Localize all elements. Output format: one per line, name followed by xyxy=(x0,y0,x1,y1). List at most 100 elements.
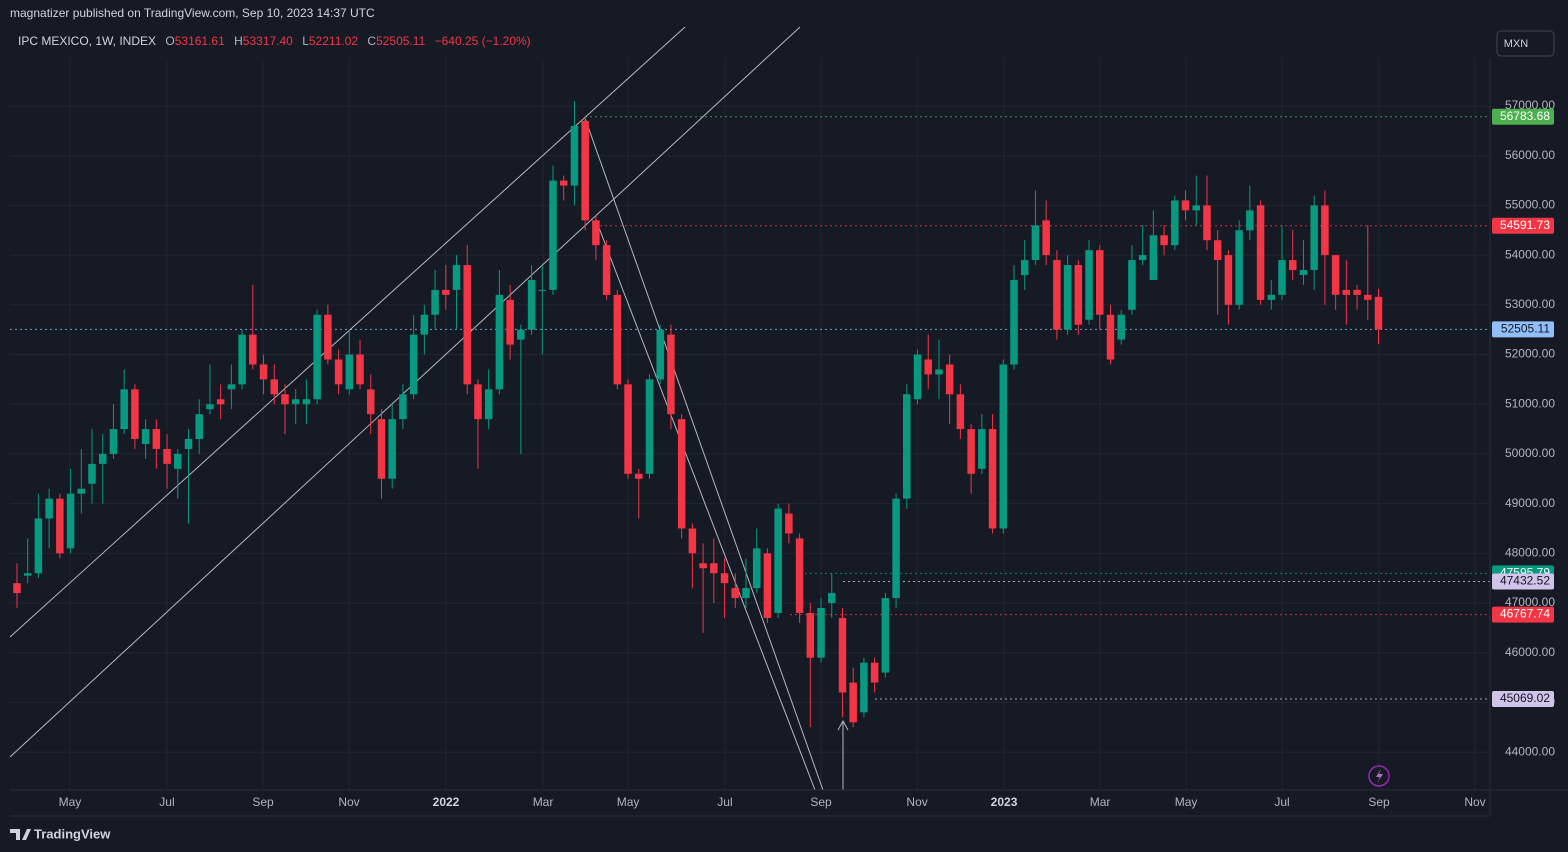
candle-body xyxy=(77,488,86,494)
candle-body xyxy=(870,662,879,683)
y-tick-label: 57000.00 xyxy=(1505,98,1555,112)
x-tick-label: May xyxy=(1175,795,1198,809)
candle-body xyxy=(1353,289,1361,295)
publisher: magnatizer published on TradingView.com,… xyxy=(10,6,375,20)
candle-body xyxy=(324,314,332,360)
candle-body xyxy=(1096,250,1104,315)
price-label-box xyxy=(1492,217,1554,234)
currency[interactable]: MXN xyxy=(1504,38,1529,50)
trend-line xyxy=(584,117,824,791)
candle-body xyxy=(720,573,729,584)
x-tick-label: Mar xyxy=(533,795,554,809)
price-label: 52505.11 xyxy=(1501,322,1550,336)
candle-body xyxy=(1010,279,1018,365)
candle-body xyxy=(688,528,697,554)
candle-body xyxy=(313,314,321,400)
candle-body xyxy=(559,180,568,186)
candle-body xyxy=(1149,235,1158,280)
trend-line xyxy=(595,219,816,791)
candle-body xyxy=(667,334,675,415)
candle-body xyxy=(656,329,664,380)
candle-body xyxy=(592,220,600,246)
candle-body xyxy=(109,429,118,454)
candle-body xyxy=(1031,225,1040,261)
candle-body xyxy=(956,394,965,430)
x-tick-label: Nov xyxy=(1464,795,1485,809)
c-label: C xyxy=(367,34,376,48)
candle-body xyxy=(613,294,622,385)
candle-body xyxy=(1192,205,1201,211)
price-label-box xyxy=(1492,108,1554,125)
candle-body xyxy=(356,354,364,385)
h-label: H xyxy=(234,34,243,48)
candle-body xyxy=(924,359,932,375)
candle-body xyxy=(1256,205,1265,300)
y-tick-label: 56000.00 xyxy=(1505,148,1555,162)
o-value: 53161.61 xyxy=(175,34,225,48)
candle-body xyxy=(131,389,139,440)
candle-body xyxy=(999,364,1008,529)
candle-body xyxy=(892,498,900,599)
candle-body xyxy=(1138,255,1147,261)
candle-body xyxy=(710,563,718,574)
candle-body xyxy=(66,493,75,549)
candle-body xyxy=(259,364,268,380)
candle-body xyxy=(1278,260,1286,295)
candle-body xyxy=(978,429,986,469)
candle-body xyxy=(774,508,782,613)
candle-body xyxy=(495,294,504,390)
l-value: 52211.02 xyxy=(309,34,358,48)
candle-body xyxy=(291,399,300,405)
candle-body xyxy=(431,289,439,315)
currency-button[interactable] xyxy=(1496,30,1555,57)
price-label: 56783.68 xyxy=(1500,109,1550,123)
candle-body xyxy=(1246,210,1254,231)
candle-body xyxy=(238,334,246,385)
candle-body xyxy=(517,329,525,340)
y-tick-label: 50000.00 xyxy=(1505,446,1555,460)
price-label: 46767.74 xyxy=(1500,607,1550,621)
candle-body xyxy=(1171,200,1179,246)
candle-body xyxy=(1267,294,1276,300)
candle-body xyxy=(442,289,450,295)
candle-body xyxy=(174,453,182,469)
candle-body xyxy=(227,384,236,390)
candle-body xyxy=(1331,255,1340,295)
candle-body xyxy=(538,289,547,291)
candle-body xyxy=(763,553,772,618)
x-tick-label: May xyxy=(617,795,640,809)
candle-body xyxy=(195,414,203,440)
candle-body xyxy=(1224,255,1233,305)
y-tick-label: 51000.00 xyxy=(1505,396,1555,410)
y-tick-label: 54000.00 xyxy=(1505,247,1555,261)
candle-body xyxy=(581,120,589,221)
y-tick-label: 47000.00 xyxy=(1505,595,1555,609)
x-tick-label: May xyxy=(59,795,82,809)
candle-body xyxy=(752,548,761,589)
candle-body xyxy=(206,404,214,410)
candle-body xyxy=(602,245,611,295)
candle-body xyxy=(345,354,354,390)
y-tick-label: 52000.00 xyxy=(1505,347,1555,361)
candle-body xyxy=(281,394,289,405)
x-tick-label: 2023 xyxy=(991,795,1018,809)
candle-body xyxy=(23,573,32,576)
x-tick-label: Jul xyxy=(717,795,732,809)
y-tick-label: 49000.00 xyxy=(1505,496,1555,510)
candle-body xyxy=(817,607,825,658)
candle-body xyxy=(624,384,632,474)
arrow-head xyxy=(837,719,849,731)
price-label-box xyxy=(1492,321,1554,338)
candle-body xyxy=(409,334,418,395)
candle-body xyxy=(1342,289,1351,295)
candle-body xyxy=(1128,260,1136,310)
candle-body xyxy=(1203,205,1211,241)
candle-body xyxy=(967,429,975,474)
price-label: 47432.52 xyxy=(1500,574,1550,588)
symbol: IPC MEXICO, 1W, INDEX xyxy=(18,34,156,48)
x-tick-label: Jul xyxy=(1274,795,1289,809)
candle-body xyxy=(1053,260,1061,330)
candle-body xyxy=(1063,265,1072,330)
events-icon[interactable] xyxy=(1368,765,1390,787)
